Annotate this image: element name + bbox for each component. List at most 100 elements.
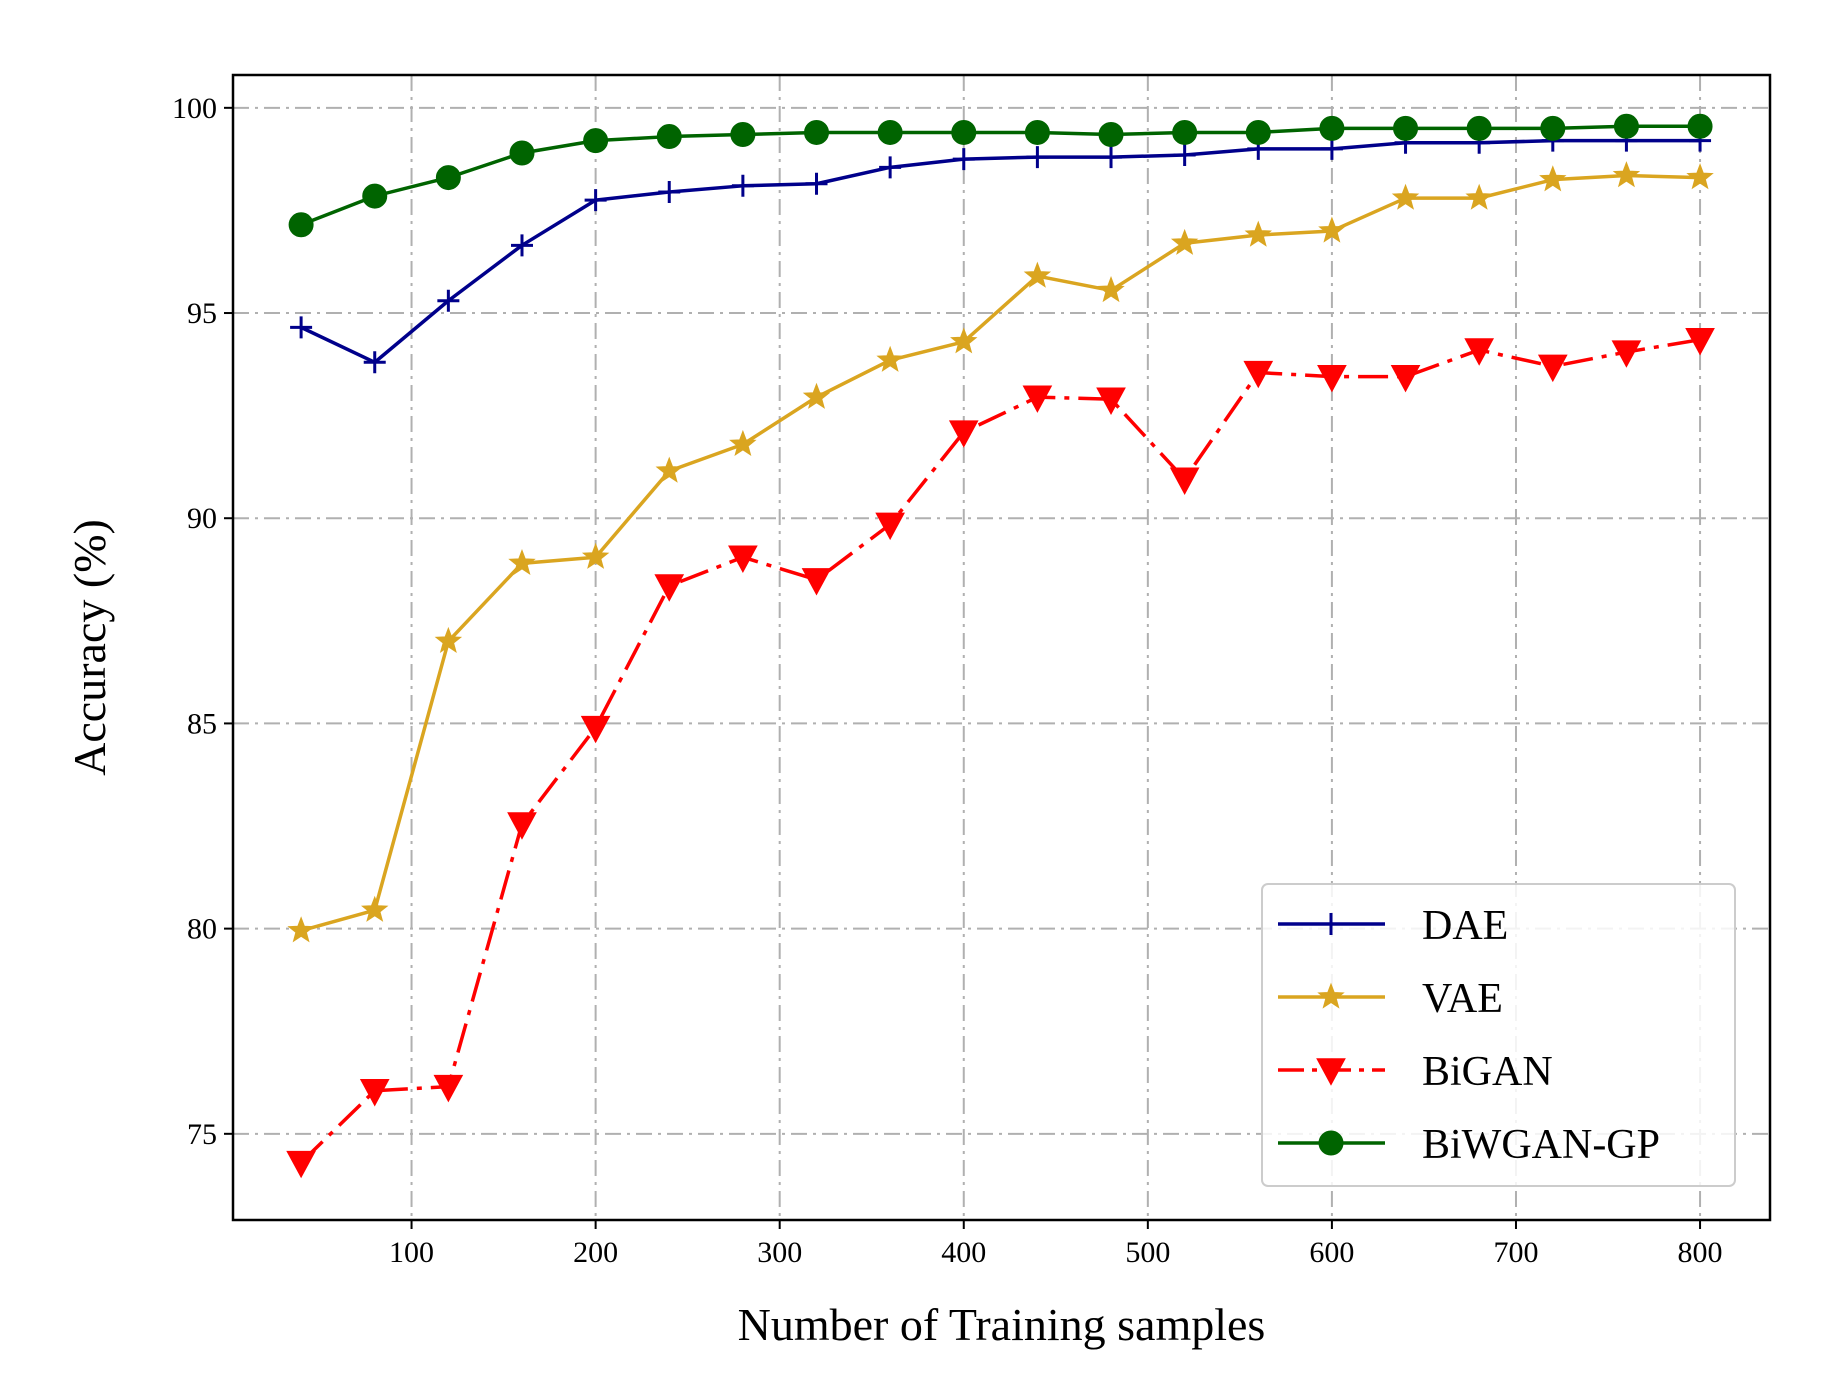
data-point-vae xyxy=(1170,228,1199,255)
data-point-dae xyxy=(1173,144,1196,167)
data-point-biwgan-gp xyxy=(1024,119,1050,145)
data-point-bigan xyxy=(1022,385,1053,413)
data-point-bigan xyxy=(286,1150,316,1179)
data-point-dae xyxy=(290,316,313,339)
series-group xyxy=(286,113,1715,1179)
legend-marker-bigan xyxy=(1316,1058,1346,1086)
data-point-vae xyxy=(581,542,610,569)
data-point-vae xyxy=(1465,183,1493,210)
data-point-biwgan-gp xyxy=(877,119,903,145)
data-point-vae xyxy=(1097,276,1125,303)
data-point-biwgan-gp xyxy=(1393,115,1419,141)
y-tick-label: 90 xyxy=(187,502,217,535)
y-axis-title: Accuracy (%) xyxy=(64,519,115,776)
x-tick-label: 300 xyxy=(757,1236,802,1269)
data-point-dae xyxy=(363,351,386,374)
x-axis-title: Number of Training samples xyxy=(738,1299,1266,1350)
x-tick-label: 200 xyxy=(573,1236,618,1269)
data-point-bigan xyxy=(1685,328,1715,356)
data-point-vae xyxy=(434,626,463,654)
data-point-bigan xyxy=(728,545,758,573)
data-point-bigan xyxy=(1096,387,1126,415)
plot-frame xyxy=(231,73,1772,1222)
data-point-bigan xyxy=(1464,338,1495,366)
axis-ticks: 100 200 300 400 500 600 700 800 75 80 85 90 95 100 xyxy=(172,92,1723,1269)
data-point-biwgan-gp xyxy=(1540,115,1566,141)
legend-marker-vae xyxy=(1317,982,1345,1009)
data-point-bigan xyxy=(654,574,685,602)
data-point-bigan xyxy=(1611,340,1642,368)
data-point-dae xyxy=(510,234,533,257)
data-point-dae xyxy=(1100,146,1123,169)
data-point-biwgan-gp xyxy=(1613,113,1639,139)
data-point-biwgan-gp xyxy=(509,140,535,166)
data-point-bigan xyxy=(948,420,979,448)
data-point-biwgan-gp xyxy=(951,119,977,145)
data-point-dae xyxy=(1320,137,1343,160)
series-biwgan-gp xyxy=(288,113,1713,238)
data-point-bigan xyxy=(1243,360,1274,389)
data-point-vae xyxy=(1391,183,1420,210)
data-point-bigan xyxy=(1169,467,1200,495)
data-point-biwgan-gp xyxy=(288,212,314,238)
x-tick-label: 500 xyxy=(1125,1236,1170,1269)
series-line-vae xyxy=(300,173,1701,933)
data-point-biwgan-gp xyxy=(1466,115,1492,141)
data-point-biwgan-gp xyxy=(656,124,682,150)
legend-label-vae: VAE xyxy=(1422,976,1503,1022)
data-point-biwgan-gp xyxy=(1245,119,1271,145)
y-tick-label: 80 xyxy=(187,913,217,946)
data-point-bigan xyxy=(875,512,905,541)
data-point-biwgan-gp xyxy=(804,119,830,145)
grid xyxy=(233,75,1770,1220)
data-point-vae xyxy=(1539,165,1567,192)
data-point-bigan xyxy=(1390,364,1421,393)
data-point-bigan xyxy=(1537,354,1568,383)
data-point-biwgan-gp xyxy=(1319,115,1345,141)
data-point-biwgan-gp xyxy=(1687,113,1713,139)
x-tick-label: 400 xyxy=(941,1236,986,1269)
legend-label-bigan: BiGAN xyxy=(1422,1049,1553,1095)
data-point-vae xyxy=(287,916,315,943)
data-point-bigan xyxy=(580,715,611,744)
data-point-vae xyxy=(1244,220,1272,247)
data-point-biwgan-gp xyxy=(435,165,461,191)
data-point-biwgan-gp xyxy=(730,122,756,148)
data-point-bigan xyxy=(507,812,537,840)
data-point-bigan xyxy=(1317,364,1347,393)
y-tick-label: 95 xyxy=(187,297,217,330)
x-tick-label: 600 xyxy=(1309,1236,1354,1269)
data-point-bigan xyxy=(801,568,832,596)
legend-label-dae: DAE xyxy=(1422,903,1508,949)
data-point-vae xyxy=(876,345,904,372)
data-point-vae xyxy=(950,327,978,354)
data-point-dae xyxy=(805,172,828,195)
data-point-dae xyxy=(584,189,607,212)
data-point-biwgan-gp xyxy=(1098,122,1124,148)
data-point-dae xyxy=(952,148,975,171)
data-point-biwgan-gp xyxy=(583,128,609,154)
legend: DAE VAE BiGAN BiWGAN-GP xyxy=(1261,883,1736,1187)
y-tick-label: 85 xyxy=(187,707,217,740)
x-tick-label: 800 xyxy=(1678,1236,1723,1269)
series-bigan xyxy=(286,328,1715,1179)
series-line-bigan xyxy=(299,337,1701,1164)
data-point-vae xyxy=(802,382,831,409)
data-point-vae xyxy=(655,456,683,483)
data-point-dae xyxy=(658,180,681,203)
series-vae xyxy=(287,161,1714,943)
data-point-biwgan-gp xyxy=(1172,119,1198,145)
data-point-bigan xyxy=(433,1074,464,1103)
legend-marker-biwgan-gp xyxy=(1318,1130,1344,1156)
legend-label-biwgan-gp: BiWGAN-GP xyxy=(1422,1122,1660,1168)
data-point-vae xyxy=(1686,163,1714,190)
data-point-vae xyxy=(729,429,757,457)
data-point-vae xyxy=(361,895,389,922)
legend-marker-dae xyxy=(1320,913,1342,935)
data-point-bigan xyxy=(359,1079,390,1107)
series-line-dae xyxy=(300,138,1701,365)
data-point-vae xyxy=(1023,261,1052,288)
data-point-dae xyxy=(437,289,460,312)
